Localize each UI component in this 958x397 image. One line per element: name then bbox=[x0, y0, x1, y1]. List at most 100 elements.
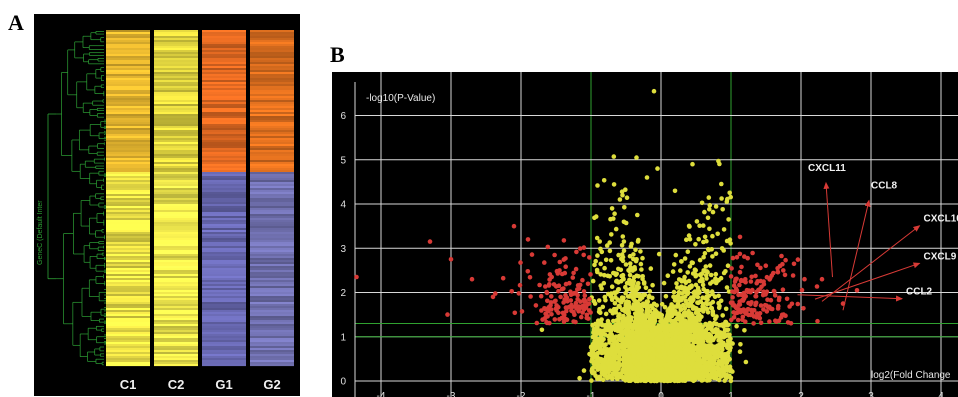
gene-point bbox=[599, 249, 605, 255]
heatmap-row-strip bbox=[106, 310, 150, 313]
gene-point bbox=[627, 329, 632, 335]
heatmap-row-strip bbox=[202, 298, 246, 301]
gene-point bbox=[586, 301, 592, 306]
heatmap-row-strip bbox=[154, 216, 198, 219]
heatmap-row-strip bbox=[250, 262, 294, 265]
heatmap-row-strip bbox=[154, 34, 198, 37]
heatmap-row-strip bbox=[250, 100, 294, 103]
heatmap-row-strip bbox=[202, 268, 246, 271]
heatmap-row-strip bbox=[250, 244, 294, 247]
heatmap-row-strip bbox=[106, 322, 150, 325]
gene-point bbox=[589, 358, 594, 364]
heatmap-row-strip bbox=[106, 288, 150, 291]
heatmap-row-strip bbox=[106, 48, 150, 51]
heatmap-row-strip bbox=[106, 74, 150, 77]
gene-point bbox=[586, 316, 591, 321]
gene-point bbox=[619, 256, 624, 262]
heatmap-row-strip bbox=[202, 332, 246, 335]
gene-point bbox=[525, 237, 531, 242]
heatmap-row-strip bbox=[250, 364, 294, 367]
heatmap-row-strip bbox=[106, 176, 150, 179]
heatmap-row-strip bbox=[202, 76, 246, 79]
heatmap-row-strip bbox=[202, 196, 246, 199]
heatmap-row-strip bbox=[202, 120, 246, 123]
gene-point bbox=[707, 263, 713, 268]
annotation-arrow bbox=[842, 199, 871, 311]
gene-point bbox=[714, 345, 720, 351]
heatmap-row-strip bbox=[250, 290, 294, 293]
gene-point bbox=[765, 297, 770, 303]
gene-point bbox=[729, 266, 734, 271]
heatmap-row-strip bbox=[154, 236, 198, 239]
heatmap-row-strip bbox=[202, 126, 246, 129]
gene-point bbox=[689, 361, 695, 367]
gene-point bbox=[701, 254, 706, 260]
heatmap-row-strip bbox=[106, 40, 150, 43]
gene-point bbox=[656, 251, 662, 257]
heatmap-row-strip bbox=[154, 246, 198, 249]
heatmap-row-strip bbox=[202, 82, 246, 85]
gene-point bbox=[544, 289, 549, 295]
heatmap-row-strip bbox=[154, 102, 198, 105]
gene-point bbox=[630, 349, 636, 355]
gene-point bbox=[648, 332, 654, 338]
gene-point bbox=[571, 270, 576, 276]
gene-point bbox=[670, 269, 676, 274]
gene-point bbox=[613, 294, 618, 300]
heatmap-column-c2 bbox=[154, 30, 198, 367]
gene-point bbox=[518, 260, 523, 265]
heatmap-row-strip bbox=[106, 62, 150, 65]
gene-point bbox=[655, 372, 660, 378]
heatmap-row-strip bbox=[250, 154, 294, 157]
gene-point bbox=[687, 264, 693, 269]
gene-point bbox=[539, 327, 545, 333]
gene-point bbox=[601, 280, 607, 286]
gene-point bbox=[697, 257, 703, 263]
heatmap-row-strip bbox=[106, 42, 150, 45]
gene-point bbox=[608, 291, 614, 297]
heatmap-row-strip bbox=[154, 36, 198, 39]
gene-point bbox=[545, 244, 551, 250]
gene-point bbox=[623, 291, 628, 296]
heatmap-row-strip bbox=[250, 338, 294, 341]
gene-point bbox=[546, 305, 552, 310]
heatmap-row-strip bbox=[202, 118, 246, 121]
heatmap-row-strip bbox=[154, 346, 198, 349]
heatmap-row-strip bbox=[106, 134, 150, 137]
gene-point bbox=[549, 294, 554, 299]
gene-point bbox=[599, 321, 604, 327]
heatmap-row-strip bbox=[250, 168, 294, 171]
heatmap-row-strip bbox=[202, 206, 246, 209]
gene-point bbox=[590, 278, 596, 284]
gene-point bbox=[696, 351, 702, 356]
heatmap-row-strip bbox=[202, 62, 246, 65]
heatmap-row-strip bbox=[202, 136, 246, 139]
heatmap-row-strip bbox=[154, 174, 198, 177]
heatmap-row-strip bbox=[202, 156, 246, 159]
heatmap-row-strip bbox=[202, 350, 246, 353]
gene-point bbox=[642, 367, 648, 372]
gene-point bbox=[625, 343, 630, 348]
gene-point bbox=[636, 285, 642, 290]
heatmap-row-strip bbox=[106, 56, 150, 59]
heatmap-row-strip bbox=[202, 178, 246, 181]
gene-point bbox=[621, 239, 627, 244]
heatmap-row-strip bbox=[202, 362, 246, 365]
heatmap-row-strip bbox=[106, 324, 150, 327]
gene-point bbox=[705, 270, 710, 275]
gene-point bbox=[685, 301, 690, 307]
gene-point bbox=[706, 331, 712, 337]
gene-point bbox=[710, 254, 715, 259]
gene-point bbox=[609, 360, 614, 365]
annotation-arrow bbox=[823, 181, 833, 278]
heatmap-row-strip bbox=[250, 60, 294, 63]
heatmap-row-strip bbox=[106, 222, 150, 225]
heatmap-row-strip bbox=[154, 158, 198, 161]
gene-point bbox=[620, 368, 625, 374]
heatmap-row-strip bbox=[250, 90, 294, 93]
heatmap-row-strip bbox=[250, 184, 294, 187]
gene-point bbox=[772, 289, 777, 294]
heatmap-row-strip bbox=[250, 354, 294, 357]
gene-point bbox=[731, 310, 736, 315]
gene-point bbox=[744, 309, 749, 315]
